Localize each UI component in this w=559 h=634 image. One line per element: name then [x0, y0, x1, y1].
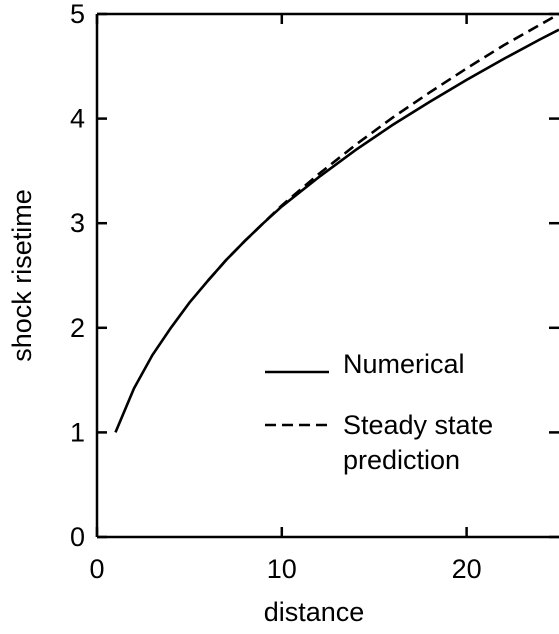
legend-label-numerical: Numerical	[343, 349, 465, 379]
y-axis-title: shock risetime	[7, 189, 37, 362]
y-tick-label: 5	[70, 0, 85, 29]
series-line-steady-state-prediction	[206, 14, 559, 282]
series-line-numerical	[114, 28, 559, 433]
x-tick-label: 10	[267, 554, 297, 584]
x-axis-title: distance	[264, 597, 365, 627]
plot-frame	[95, 12, 559, 539]
x-tick-label: 20	[452, 554, 482, 584]
legend: Numerical Steady state prediction	[265, 349, 493, 475]
y-tick-label: 2	[70, 313, 85, 343]
x-tick-label: 0	[89, 554, 104, 584]
axis-ticks	[95, 12, 559, 539]
y-tick-label: 3	[70, 208, 85, 238]
y-tick-label: 0	[70, 522, 85, 552]
y-tick-label: 1	[70, 417, 85, 447]
y-tick-label: 4	[70, 104, 85, 134]
legend-label-steady-state-prediction: Steady state	[343, 410, 493, 440]
legend-label-steady-state-prediction: prediction	[343, 445, 460, 475]
series-layer	[114, 14, 559, 433]
tick-labels: 0 1 2 3 4 5 0 10 20	[70, 0, 482, 584]
